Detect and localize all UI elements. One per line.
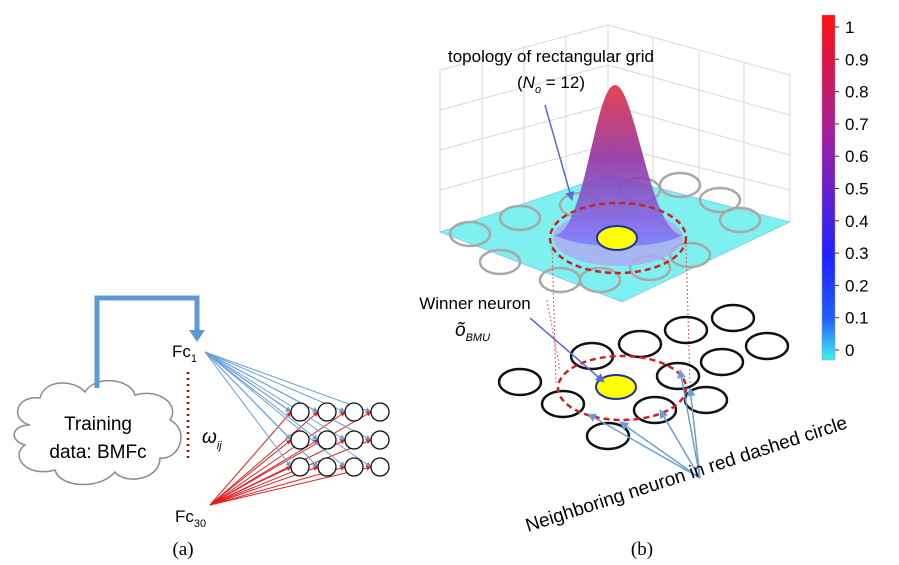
cloud-text: data: BMFc — [49, 442, 146, 463]
neuron — [318, 458, 336, 476]
subscript: ij — [217, 440, 222, 452]
grid-node — [634, 397, 676, 423]
subscript: 1 — [191, 353, 197, 365]
symbol: õ — [455, 320, 466, 341]
grid-node — [542, 391, 584, 417]
colorbar-tick-label: 0.7 — [845, 115, 869, 134]
grid-node — [657, 363, 699, 389]
cloud-text: Training — [64, 414, 132, 435]
subscript: BMU — [466, 332, 491, 344]
neuron — [318, 403, 336, 421]
colorbar-tick-label: 0.5 — [845, 180, 869, 199]
gaussian-peak — [555, 85, 682, 246]
figure: Training data: BMFc Fc1 ωij Fc30 (a) top… — [0, 0, 899, 565]
input-label: Fc1 — [172, 342, 197, 365]
colorbar-tick-label: 0.6 — [845, 147, 869, 166]
winner-node — [597, 226, 637, 250]
grid-node — [701, 349, 743, 375]
symbol: N — [523, 73, 536, 92]
neuron — [345, 403, 363, 421]
weight-line — [205, 352, 371, 440]
pointer-arrow — [545, 105, 572, 200]
label-text: Fc — [172, 342, 191, 361]
neuron — [371, 458, 389, 476]
weight-label: ωij — [202, 427, 222, 452]
annotation: Winner neuron — [419, 294, 531, 313]
weight-line — [210, 412, 371, 505]
colorbar-tick-label: 0.1 — [845, 309, 869, 328]
colorbar-tick-label: 0.3 — [845, 244, 869, 263]
panel-label: (a) — [172, 539, 193, 560]
annotation: õBMU — [455, 320, 490, 344]
colorbar-tick-label: 0.9 — [845, 50, 869, 69]
annotation: Neighboring neuron in red dashed circle — [523, 413, 850, 537]
grid-node — [665, 317, 707, 343]
colorbar-tick-label: 0.4 — [845, 212, 869, 231]
panel-a: Training data: BMFc Fc1 ωij Fc30 (a) — [14, 298, 389, 560]
arrow-head — [189, 330, 205, 342]
neuron — [318, 431, 336, 449]
colorbar-tick-label: 0 — [845, 341, 854, 360]
neuron — [371, 403, 389, 421]
winner-node — [596, 375, 636, 399]
grid-node — [712, 305, 754, 331]
symbol: ω — [202, 427, 217, 448]
text: = 12) — [541, 73, 585, 92]
colorbar — [822, 15, 835, 360]
grid-node — [499, 369, 541, 395]
grid-node — [587, 423, 629, 449]
neuron — [291, 403, 309, 421]
grid-node — [619, 331, 661, 357]
weight-line — [205, 352, 345, 440]
panel-label: (b) — [631, 539, 653, 560]
neuron — [371, 431, 389, 449]
subscript: 30 — [194, 518, 206, 530]
grid-node — [746, 333, 788, 359]
neuron — [291, 458, 309, 476]
neuron — [291, 431, 309, 449]
panel-b: topology of rectangular grid (No = 12) W… — [419, 15, 868, 560]
label-text: Fc — [175, 507, 194, 526]
colorbar-tick-label: 0.2 — [845, 276, 869, 295]
colorbar-tick-label: 1 — [845, 18, 854, 37]
annotation: (No = 12) — [517, 73, 585, 96]
annotation: topology of rectangular grid — [448, 47, 654, 66]
colorbar-tick-label: 0.8 — [845, 83, 869, 102]
neuron — [345, 458, 363, 476]
weight-line — [205, 352, 371, 412]
neuron — [345, 431, 363, 449]
grid-node — [571, 343, 613, 369]
input-label: Fc30 — [175, 507, 206, 530]
